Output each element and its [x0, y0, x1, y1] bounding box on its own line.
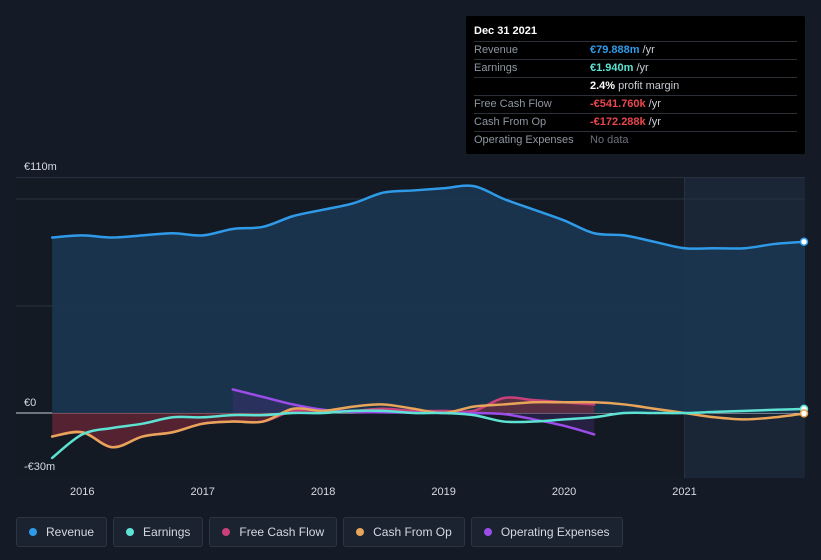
tooltip-row-value: -€541.760k	[590, 98, 646, 110]
tooltip-row-label: Operating Expenses	[474, 134, 574, 146]
legend-dot-icon	[222, 528, 231, 536]
y-axis-label: €110m	[24, 161, 57, 173]
tooltip-row-unit: /yr	[648, 116, 661, 128]
tooltip-row-value: €79.888m	[590, 44, 640, 56]
legend-item-operating-expenses[interactable]: Operating Expenses	[470, 517, 623, 547]
legend-dot-icon	[356, 528, 365, 536]
x-axis-label: 2018	[311, 486, 335, 498]
tooltip-row: Revenue €79.888m/yr	[474, 42, 797, 60]
legend-dot-icon	[126, 528, 135, 536]
chart: €110m €0 -€30m 2016 2017 2018 2019 2020 2021	[16, 161, 809, 498]
legend-label: Cash From Op	[373, 525, 452, 539]
tooltip-row: 2.4% profit margin	[474, 78, 797, 96]
legend-dot-icon	[29, 528, 37, 536]
series-end-marker	[799, 409, 809, 418]
x-axis-label: 2021	[672, 486, 696, 498]
x-axis-label: 2019	[431, 486, 455, 498]
tooltip-row-value: 2.4%	[590, 80, 616, 92]
tooltip-row-unit: profit margin	[618, 80, 680, 92]
tooltip-date: Dec 31 2021	[474, 24, 797, 42]
tooltip-row: Earnings €1.940m/yr	[474, 60, 797, 78]
x-axis-label: 2020	[552, 486, 576, 498]
tooltip-row-label: Free Cash Flow	[474, 98, 552, 110]
series-end-marker	[799, 237, 809, 247]
tooltip-row-unit: /yr	[642, 44, 655, 56]
legend-item-free-cash-flow[interactable]: Free Cash Flow	[209, 517, 338, 547]
legend-item-revenue[interactable]: Revenue	[16, 517, 108, 547]
legend-label: Free Cash Flow	[239, 525, 325, 539]
tooltip-row: Operating Expenses No data	[474, 132, 797, 149]
y-axis-label: €0	[24, 397, 36, 409]
legend-label: Operating Expenses	[500, 525, 610, 539]
series-line-revenue	[50, 184, 807, 250]
tooltip-row-label: Cash From Op	[474, 116, 547, 128]
tooltip-row-label: Earnings	[474, 62, 518, 74]
y-axis-label: -€30m	[24, 461, 55, 473]
tooltip-row: Free Cash Flow -€541.760k/yr	[474, 96, 797, 114]
tooltip: Dec 31 2021 Revenue €79.888m/yr Earnings €1…	[466, 16, 805, 154]
legend: Revenue Earnings Free Cash Flow Cash From O…	[16, 517, 623, 547]
legend-label: Earnings	[143, 525, 191, 539]
legend-item-earnings[interactable]: Earnings	[113, 517, 204, 547]
tooltip-row-unit: /yr	[636, 62, 649, 74]
legend-label: Revenue	[46, 525, 95, 539]
tooltip-row-value: -€172.288k	[590, 116, 646, 128]
legend-dot-icon	[483, 528, 492, 536]
series-line-earnings	[50, 407, 807, 460]
x-axis-label: 2016	[70, 486, 94, 498]
tooltip-row-value: €1.940m	[590, 62, 634, 74]
tooltip-row-label: Revenue	[474, 44, 519, 56]
tooltip-row-unit: /yr	[648, 98, 661, 110]
x-axis-label: 2017	[190, 486, 214, 498]
legend-item-cash-from-op[interactable]: Cash From Op	[343, 517, 465, 547]
tooltip-row-label	[474, 78, 590, 95]
tooltip-row: Cash From Op -€172.288k/yr	[474, 114, 797, 132]
tooltip-row-value: No data	[590, 134, 629, 146]
revenue-area	[52, 185, 806, 413]
